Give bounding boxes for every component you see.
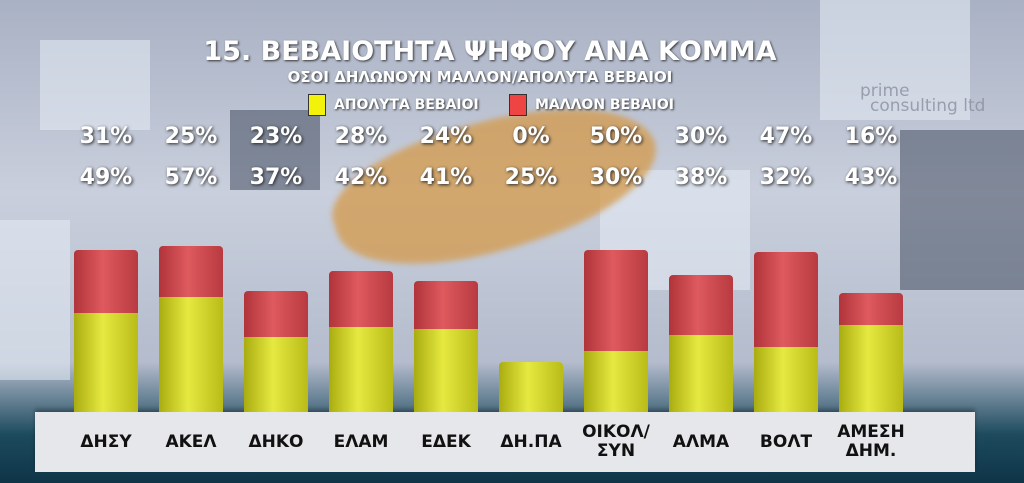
legend-item-red: ΜΑΛΛΟΝ ΒΕΒΑΙΟΙ (509, 94, 674, 116)
category-label: ΕΛΑΜ (333, 431, 389, 452)
category-label: ΑΛΜΑ (672, 431, 730, 452)
data-label-ΑΠΟΛΥΤΑ ΒΕΒΑΙΟΙ: 42% (334, 165, 388, 190)
bar-ΑΠΟΛΥΤΑ ΒΕΒΑΙΟΙ (244, 337, 308, 412)
bar-ΜΑΛΛΟΝ ΒΕΒΑΙΟΙ (839, 292, 903, 326)
legend-label: ΑΠΟΛΥΤΑ ΒΕΒΑΙΟΙ (334, 97, 479, 113)
logo-text: prime (860, 81, 910, 101)
bar-ΜΑΛΛΟΝ ΒΕΒΑΙΟΙ (74, 250, 138, 313)
category-label: ΔΗΚΟ (248, 431, 304, 452)
data-label-ΑΠΟΛΥΤΑ ΒΕΒΑΙΟΙ: 43% (844, 165, 898, 190)
data-label-ΑΠΟΛΥΤΑ ΒΕΒΑΙΟΙ: 25% (504, 165, 558, 190)
category-label: ΔΗ.ΠΑ (500, 431, 562, 452)
category-label: ΟΙΚΟΛ/ΣΥΝ (582, 422, 650, 461)
data-label-ΑΠΟΛΥΤΑ ΒΕΒΑΙΟΙ: 49% (79, 165, 133, 190)
logo-text: consulting ltd (870, 96, 986, 116)
data-label-ΑΠΟΛΥΤΑ ΒΕΒΑΙΟΙ: 57% (164, 165, 218, 190)
chart-title: 15. ΒΕΒΑΙΟΤΗΤΑ ΨΗΦΟΥ ΑΝΑ ΚΟΜΜΑ (203, 36, 777, 67)
legend-label: ΜΑΛΛΟΝ ΒΕΒΑΙΟΙ (535, 97, 674, 113)
data-label-ΜΑΛΛΟΝ ΒΕΒΑΙΟΙ: 50% (589, 124, 643, 149)
data-label-ΜΑΛΛΟΝ ΒΕΒΑΙΟΙ: 31% (79, 124, 133, 149)
data-label-ΜΑΛΛΟΝ ΒΕΒΑΙΟΙ: 16% (844, 124, 898, 149)
bar-ΜΑΛΛΟΝ ΒΕΒΑΙΟΙ (159, 246, 223, 297)
data-label-ΑΠΟΛΥΤΑ ΒΕΒΑΙΟΙ: 37% (249, 165, 303, 190)
data-label-ΜΑΛΛΟΝ ΒΕΒΑΙΟΙ: 24% (419, 124, 473, 149)
data-label-ΜΑΛΛΟΝ ΒΕΒΑΙΟΙ: 47% (759, 124, 813, 149)
bar-ΑΠΟΛΥΤΑ ΒΕΒΑΙΟΙ (499, 361, 563, 412)
bar-ΑΠΟΛΥΤΑ ΒΕΒΑΙΟΙ (584, 351, 648, 412)
data-label-ΜΑΛΛΟΝ ΒΕΒΑΙΟΙ: 23% (249, 124, 303, 149)
legend-swatch (509, 94, 527, 116)
legend-swatch (308, 94, 326, 116)
bar-ΑΠΟΛΥΤΑ ΒΕΒΑΙΟΙ (159, 296, 223, 412)
bar-ΜΑΛΛΟΝ ΒΕΒΑΙΟΙ (584, 250, 648, 352)
data-label-ΑΠΟΛΥΤΑ ΒΕΒΑΙΟΙ: 32% (759, 165, 813, 190)
bar-ΜΑΛΛΟΝ ΒΕΒΑΙΟΙ (669, 274, 733, 336)
category-label: ΒΟΛΤ (759, 431, 813, 452)
bar-ΑΠΟΛΥΤΑ ΒΕΒΑΙΟΙ (669, 335, 733, 412)
data-label-ΑΠΟΛΥΤΑ ΒΕΒΑΙΟΙ: 38% (674, 165, 728, 190)
bar-ΑΠΟΛΥΤΑ ΒΕΒΑΙΟΙ (74, 313, 138, 412)
bar-ΜΑΛΛΟΝ ΒΕΒΑΙΟΙ (414, 280, 478, 330)
bar-ΑΠΟΛΥΤΑ ΒΕΒΑΙΟΙ (414, 329, 478, 412)
data-label-ΑΠΟΛΥΤΑ ΒΕΒΑΙΟΙ: 41% (419, 165, 473, 190)
category-label: ΔΗΣΥ (80, 431, 132, 452)
bar-ΑΠΟΛΥΤΑ ΒΕΒΑΙΟΙ (839, 325, 903, 412)
category-label: ΕΔΕΚ (421, 431, 471, 452)
category-label: ΑΚΕΛ (165, 431, 217, 452)
bar-ΑΠΟΛΥΤΑ ΒΕΒΑΙΟΙ (754, 347, 818, 412)
legend-item-yellow: ΑΠΟΛΥΤΑ ΒΕΒΑΙΟΙ (308, 94, 479, 116)
bar-ΜΑΛΛΟΝ ΒΕΒΑΙΟΙ (329, 270, 393, 328)
prime-consulting-logo: prime consulting ltd (860, 81, 986, 116)
bar-ΜΑΛΛΟΝ ΒΕΒΑΙΟΙ (754, 252, 818, 348)
data-label-ΜΑΛΛΟΝ ΒΕΒΑΙΟΙ: 28% (334, 124, 388, 149)
data-label-ΑΠΟΛΥΤΑ ΒΕΒΑΙΟΙ: 30% (589, 165, 643, 190)
chart-subtitle: ΟΣΟΙ ΔΗΛΩΝΟΥΝ ΜΑΛΛΟΝ/ΑΠΟΛΥΤΑ ΒΕΒΑΙΟΙ (287, 68, 673, 86)
bar-ΜΑΛΛΟΝ ΒΕΒΑΙΟΙ (244, 290, 308, 338)
bar-ΑΠΟΛΥΤΑ ΒΕΒΑΙΟΙ (329, 327, 393, 412)
category-label: ΑΜΕΣΗ ΔΗΜ. (837, 422, 905, 461)
data-label-ΜΑΛΛΟΝ ΒΕΒΑΙΟΙ: 0% (512, 124, 550, 149)
category-strip (35, 412, 975, 472)
data-label-ΜΑΛΛΟΝ ΒΕΒΑΙΟΙ: 30% (674, 124, 728, 149)
data-label-ΜΑΛΛΟΝ ΒΕΒΑΙΟΙ: 25% (164, 124, 218, 149)
